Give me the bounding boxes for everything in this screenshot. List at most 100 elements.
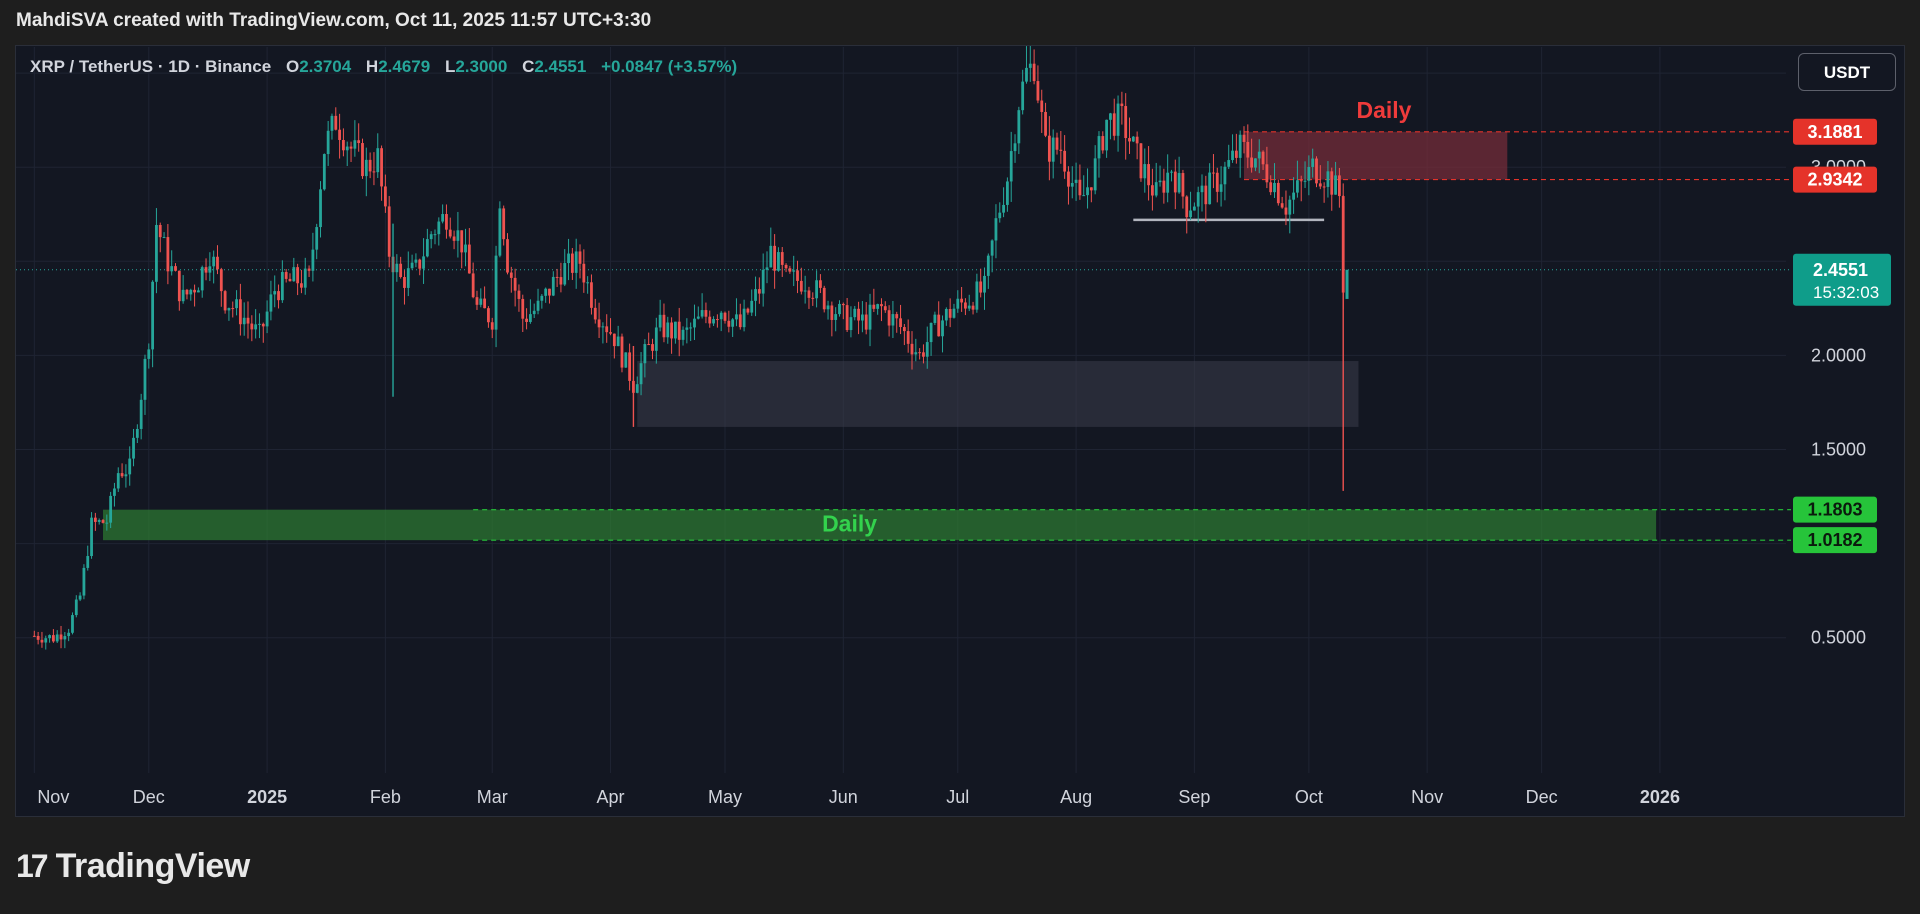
candle-body xyxy=(74,599,78,616)
candle-body xyxy=(1044,111,1047,136)
candle-body xyxy=(1105,119,1109,151)
candle-body xyxy=(986,255,990,276)
last-candle xyxy=(1345,269,1349,299)
price-axis-label: 2.0000 xyxy=(1811,345,1866,365)
candle-body xyxy=(635,384,639,393)
candle-body xyxy=(93,517,97,522)
tradingview-wordmark: TradingView xyxy=(55,846,251,885)
candle-body xyxy=(116,473,120,489)
candle-body xyxy=(1223,166,1227,185)
candle-body xyxy=(826,305,830,310)
candle-body xyxy=(925,342,929,357)
candle-body xyxy=(277,291,280,301)
candle-body xyxy=(471,273,475,298)
time-axis-label: Aug xyxy=(1060,787,1092,807)
candle-body xyxy=(113,488,116,496)
candle-body xyxy=(685,327,689,330)
candle-body xyxy=(654,327,658,351)
candle-body xyxy=(922,352,925,357)
candle-body xyxy=(208,266,212,273)
candle-body xyxy=(189,289,193,295)
time-axis-label: Jun xyxy=(829,787,858,807)
currency-button[interactable]: USDT xyxy=(1798,53,1896,91)
candle-body xyxy=(71,615,74,633)
candle-body xyxy=(822,287,826,310)
candle-body xyxy=(395,263,399,273)
candle-body xyxy=(578,251,582,264)
candle-body xyxy=(525,318,528,322)
candle-body xyxy=(250,323,254,330)
candle-body xyxy=(425,239,429,257)
candle-body xyxy=(998,212,1002,219)
candle-body xyxy=(1212,172,1215,174)
candle-body xyxy=(941,320,944,337)
candle-body xyxy=(475,297,479,305)
candle-body xyxy=(899,318,902,328)
candle-body xyxy=(712,319,715,324)
candle-body xyxy=(219,269,223,292)
candle-body xyxy=(876,304,880,309)
candle-body xyxy=(551,276,555,296)
candle-body xyxy=(1124,106,1128,139)
candle-body xyxy=(1246,141,1250,158)
candle-body xyxy=(399,263,403,278)
candle-body xyxy=(696,316,700,319)
candle-body xyxy=(357,140,361,144)
candle-body xyxy=(361,143,364,177)
time-axis-label: Sep xyxy=(1178,787,1210,807)
candle-body xyxy=(1009,151,1013,182)
candle-body xyxy=(1276,182,1280,204)
candle-body xyxy=(433,234,437,236)
candle-body xyxy=(780,252,784,265)
candle-body xyxy=(555,276,559,278)
candle-body xyxy=(1204,185,1208,205)
red-zone xyxy=(1243,131,1508,180)
candle-body xyxy=(437,221,441,235)
tradingview-logo[interactable]: 17 TradingView xyxy=(16,846,251,885)
candle-body xyxy=(292,267,296,282)
candle-body xyxy=(32,635,36,637)
candle-body xyxy=(757,289,761,294)
candle-body xyxy=(422,256,425,269)
candle-body xyxy=(1254,158,1257,168)
candle-body xyxy=(464,244,467,253)
candle-body xyxy=(540,295,544,301)
candle-body xyxy=(147,349,151,359)
price-tag xyxy=(1793,527,1877,554)
price-chart[interactable]: DailyDaily3.50003.00002.50002.00001.5000… xyxy=(16,46,1904,816)
time-axis-label: Dec xyxy=(1526,787,1558,807)
candle-body xyxy=(1158,180,1162,183)
candle-body xyxy=(303,268,307,288)
candle-body xyxy=(754,289,757,301)
candle-body xyxy=(1189,210,1192,218)
candle-body xyxy=(1200,185,1204,193)
candle-body xyxy=(1120,103,1124,107)
candle-body xyxy=(498,208,502,256)
candle-body xyxy=(204,267,208,273)
candle-body xyxy=(1337,175,1341,197)
candle-body xyxy=(494,255,498,330)
candle-body xyxy=(456,230,460,241)
time-axis-label: Oct xyxy=(1295,787,1323,807)
candle-body xyxy=(238,299,242,325)
candle-body xyxy=(460,230,464,253)
candle-body xyxy=(1273,182,1276,193)
close-label: C xyxy=(522,57,535,76)
candle-body xyxy=(815,280,818,299)
time-axis-label: Feb xyxy=(370,787,401,807)
chart-frame[interactable]: DailyDaily3.50003.00002.50002.00001.5000… xyxy=(15,45,1905,817)
candle-body xyxy=(719,312,723,320)
candle-body xyxy=(956,298,960,309)
candle-body xyxy=(796,270,799,281)
candle-body xyxy=(227,308,231,311)
candle-body xyxy=(345,146,349,151)
candle-body xyxy=(902,327,906,332)
candle-body xyxy=(261,323,265,327)
candle-body xyxy=(838,303,841,315)
candle-body xyxy=(380,148,383,187)
candle-body xyxy=(1063,150,1067,172)
candle-body xyxy=(880,304,883,307)
candle-body xyxy=(910,343,914,355)
candle-body xyxy=(544,288,548,296)
candle-body xyxy=(964,302,967,309)
